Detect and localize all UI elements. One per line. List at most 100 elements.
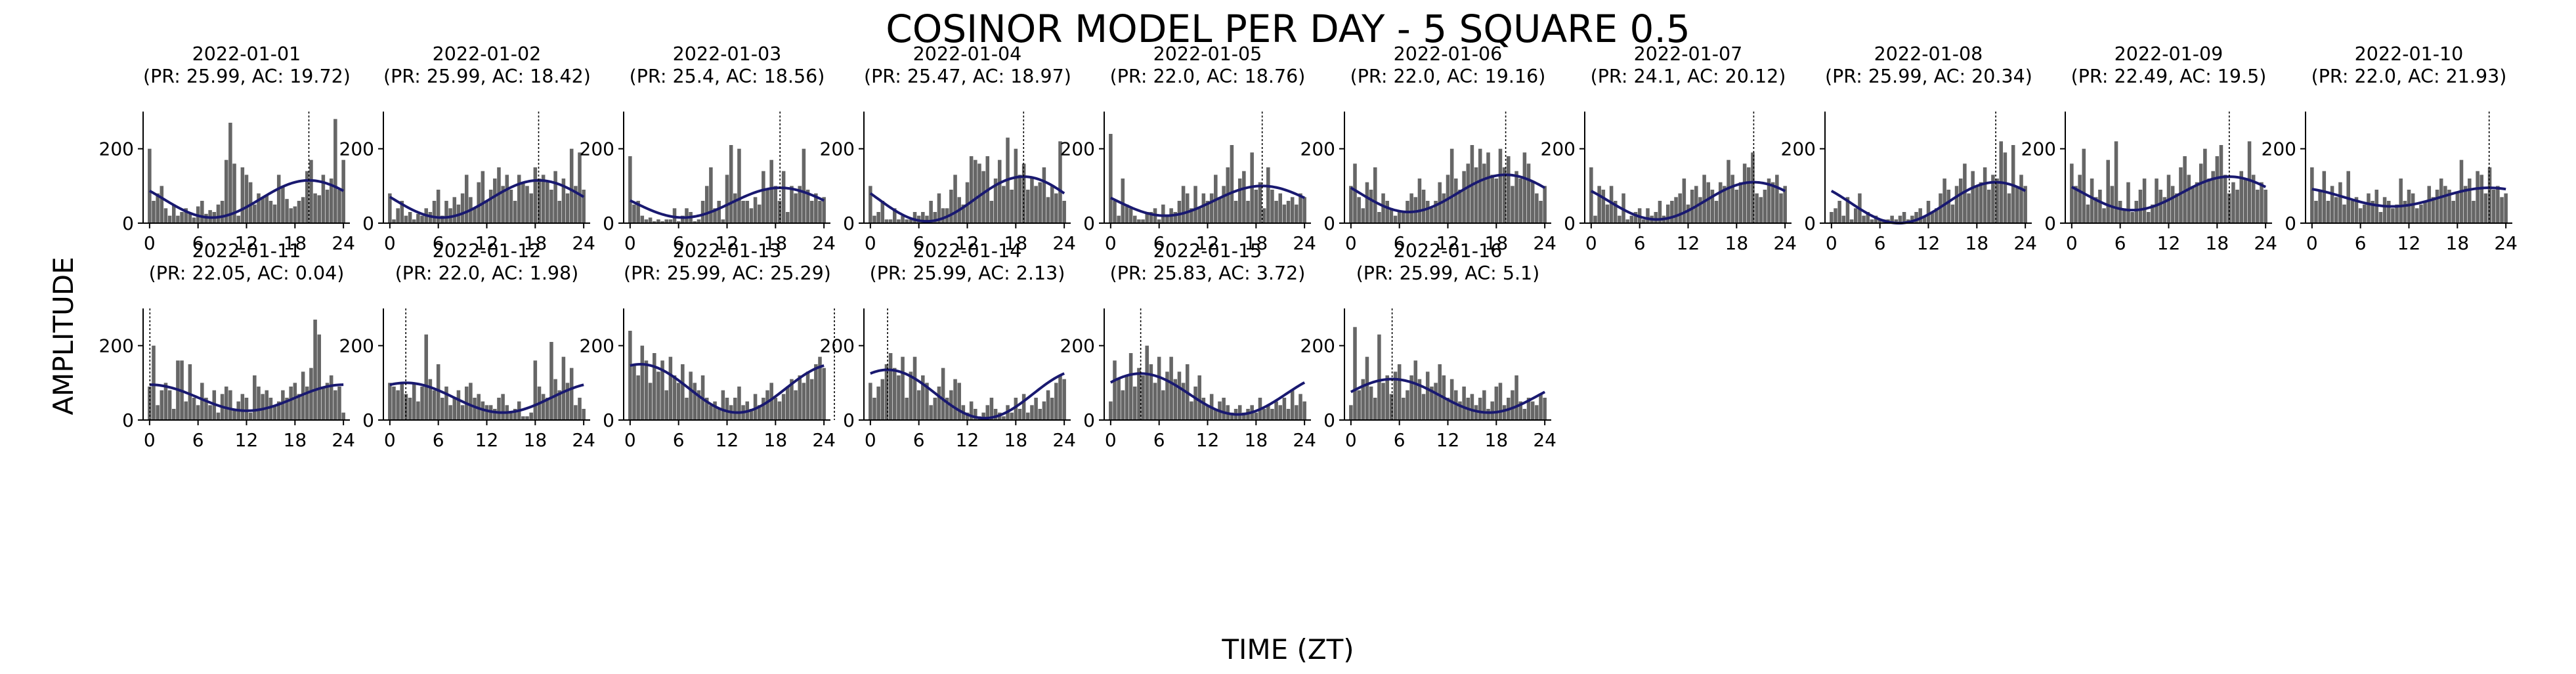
bar xyxy=(1535,193,1539,223)
bar xyxy=(1397,364,1402,420)
x-tick-label: 24 xyxy=(1293,429,1316,451)
bar xyxy=(668,219,673,223)
bar xyxy=(1417,379,1422,420)
bar xyxy=(493,179,497,223)
x-tick-label: 18 xyxy=(1965,232,1989,254)
bar xyxy=(2090,179,2094,223)
bar xyxy=(1714,201,1719,223)
bar xyxy=(1629,215,1634,223)
bar xyxy=(341,412,345,420)
bar xyxy=(408,398,412,420)
x-tick-label: 12 xyxy=(1677,232,1700,254)
bar xyxy=(2378,212,2383,223)
bar xyxy=(1482,390,1486,420)
bar xyxy=(652,221,656,223)
bar xyxy=(1222,398,1226,420)
bar xyxy=(1727,159,1730,223)
bar xyxy=(557,201,562,223)
bar xyxy=(977,163,981,223)
bar xyxy=(1125,375,1129,420)
bar xyxy=(2023,186,2027,223)
bar xyxy=(1290,390,1295,420)
subplot-date: 2022-01-08 xyxy=(1874,43,1983,65)
bar xyxy=(1958,179,1963,223)
bar xyxy=(765,390,769,420)
bar xyxy=(163,383,168,420)
bar xyxy=(1502,405,1507,420)
bar xyxy=(1751,152,1755,223)
bar xyxy=(565,193,570,223)
bar xyxy=(525,416,529,420)
bar xyxy=(1434,383,1438,420)
x-tick-label: 24 xyxy=(2494,232,2518,254)
bar xyxy=(1526,398,1531,420)
y-tick-label: 200 xyxy=(820,335,855,357)
bar xyxy=(1674,197,1678,223)
bar xyxy=(660,221,664,223)
bar xyxy=(640,345,645,420)
bar xyxy=(1205,405,1210,420)
subplot-canvas: 0 6 12 18 24 0 200 xyxy=(580,112,836,254)
bar xyxy=(1767,179,1771,223)
x-tick-label: 24 xyxy=(1533,232,1556,254)
y-tick-label: 0 xyxy=(362,410,374,431)
bar xyxy=(2093,197,2098,223)
bar xyxy=(985,405,990,420)
x-tick-label: 24 xyxy=(1533,429,1556,451)
bar xyxy=(2138,190,2143,223)
bar xyxy=(2215,156,2220,223)
bar xyxy=(432,390,437,420)
bar xyxy=(1385,375,1389,420)
bar xyxy=(905,219,909,223)
bar xyxy=(2371,201,2374,223)
y-tick-label: 200 xyxy=(1781,138,1816,160)
bar xyxy=(388,193,392,223)
bar xyxy=(574,405,578,420)
bar xyxy=(1894,219,1899,223)
y-tick-label: 200 xyxy=(1060,335,1095,357)
x-tick-label: 0 xyxy=(384,232,396,254)
bar xyxy=(488,190,493,223)
bar xyxy=(1771,182,1775,223)
bar xyxy=(2342,204,2346,223)
subplot-canvas: 0 6 12 18 24 0 200 xyxy=(99,112,355,254)
bar xyxy=(676,221,681,223)
x-tick-label: 0 xyxy=(384,429,396,451)
subplot-date: 2022-01-10 xyxy=(2354,43,2464,65)
x-tick-label: 18 xyxy=(1725,232,1749,254)
x-tick-label: 18 xyxy=(2446,232,2470,254)
bar xyxy=(1425,371,1430,420)
bar xyxy=(636,375,640,420)
bar xyxy=(188,364,192,420)
bar xyxy=(240,394,245,420)
bar xyxy=(822,197,826,223)
bar xyxy=(1991,175,1995,223)
x-tick-label: 6 xyxy=(1153,429,1165,451)
bar xyxy=(1109,134,1113,223)
bar xyxy=(762,171,765,223)
bar xyxy=(1365,356,1369,420)
x-tick-label: 18 xyxy=(764,232,788,254)
bar xyxy=(892,368,897,420)
bar xyxy=(505,175,509,223)
bar xyxy=(1141,375,1145,420)
bar xyxy=(176,215,180,223)
bar xyxy=(916,390,921,420)
bar xyxy=(1157,219,1161,223)
bar xyxy=(184,401,188,420)
x-tick-label: 12 xyxy=(1917,232,1941,254)
subplot-canvas: 0 6 12 18 24 0 200 xyxy=(2262,112,2518,254)
x-tick-label: 12 xyxy=(475,429,499,451)
cosinor-fit-line xyxy=(1109,372,1306,416)
y-tick-label: 200 xyxy=(1541,138,1576,160)
bar xyxy=(578,152,582,223)
bar xyxy=(1625,219,1629,223)
bar xyxy=(297,394,301,420)
bar xyxy=(1242,412,1246,420)
bar xyxy=(285,398,289,420)
bar xyxy=(1926,201,1931,223)
bar xyxy=(790,379,794,420)
bar xyxy=(2386,201,2391,223)
bar xyxy=(876,212,880,223)
subplot-params: (PR: 25.99, AC: 2.13) xyxy=(869,263,1065,284)
